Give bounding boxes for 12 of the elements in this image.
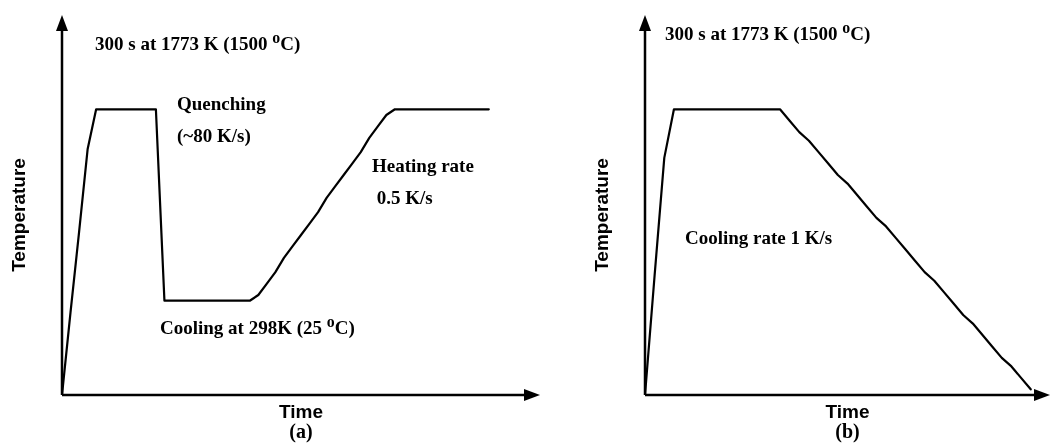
text: (b): [835, 420, 860, 443]
text: 300 s at 1773 K (1500 $^{o}$C): [95, 28, 301, 57]
y-axis-title: Temperature: [591, 158, 613, 272]
text: (a): [289, 420, 313, 443]
text: 300 s at 1773 K (1500 $^{o}$C): [665, 18, 871, 47]
annotation: Cooling at 298K (25 $^{o}$C): [160, 312, 355, 341]
annotation: Quenching (~80 K/s): [177, 92, 266, 148]
annotation: Cooling rate 1 K/s: [685, 226, 833, 250]
y-axis-title: Temperature: [8, 158, 30, 272]
x-axis-title: Time: [825, 401, 870, 423]
annotation: Heating rate 0.5 K/s: [372, 154, 474, 210]
x-axis-title: Time: [278, 401, 324, 423]
